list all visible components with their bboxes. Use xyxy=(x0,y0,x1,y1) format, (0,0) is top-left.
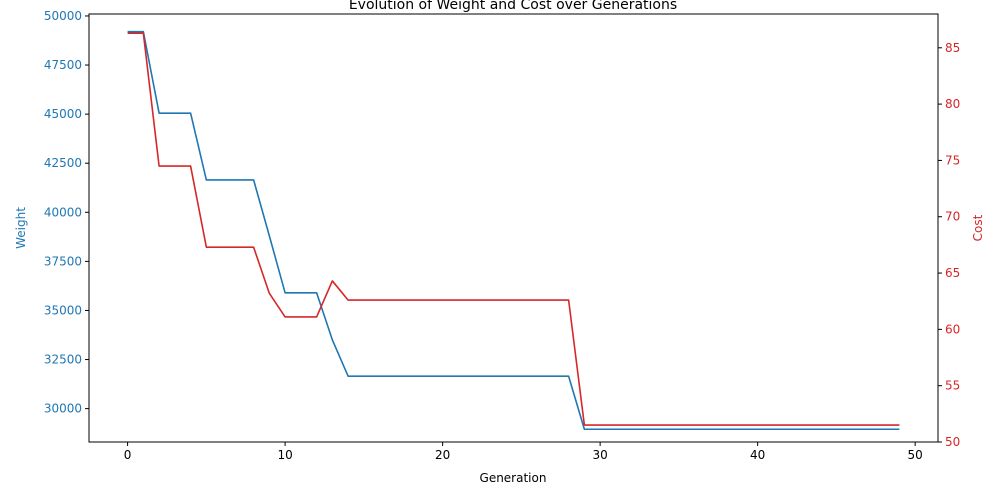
right-y-tick-label: 85 xyxy=(945,41,960,55)
left-y-tick-label: 45000 xyxy=(44,107,82,121)
x-tick-label: 30 xyxy=(592,448,607,462)
cost-series-line xyxy=(127,32,900,426)
plot-frame xyxy=(88,13,939,443)
left-y-tick-label: 50000 xyxy=(44,9,82,23)
right-y-tick-label: 65 xyxy=(945,266,960,280)
x-tick-label: 40 xyxy=(750,448,765,462)
right-y-tick-label: 55 xyxy=(945,379,960,393)
x-tick-label: 10 xyxy=(277,448,292,462)
chart-title: Evolution of Weight and Cost over Genera… xyxy=(349,0,677,13)
weight-series-line xyxy=(127,30,900,431)
left-y-tick-label: 40000 xyxy=(44,205,82,219)
right-y-tick-label: 50 xyxy=(945,435,960,449)
right-y-tick-label: 70 xyxy=(945,210,960,224)
right-y-axis-label: Cost xyxy=(971,214,985,241)
right-y-tick-label: 75 xyxy=(945,153,960,167)
right-y-tick-label: 60 xyxy=(945,322,960,336)
left-y-tick-label: 37500 xyxy=(44,254,82,268)
right-y-tick-label: 80 xyxy=(945,97,960,111)
x-tick-label: 50 xyxy=(908,448,923,462)
left-y-tick-label: 47500 xyxy=(44,58,82,72)
left-y-tick-label: 42500 xyxy=(44,156,82,170)
left-y-tick-label: 35000 xyxy=(44,303,82,317)
x-tick-label: 20 xyxy=(435,448,450,462)
x-tick-label: 0 xyxy=(124,448,132,462)
left-y-tick-label: 30000 xyxy=(44,402,82,416)
x-axis-label: Generation xyxy=(480,471,547,485)
left-y-axis-label: Weight xyxy=(14,207,28,249)
left-y-tick-label: 32500 xyxy=(44,353,82,367)
